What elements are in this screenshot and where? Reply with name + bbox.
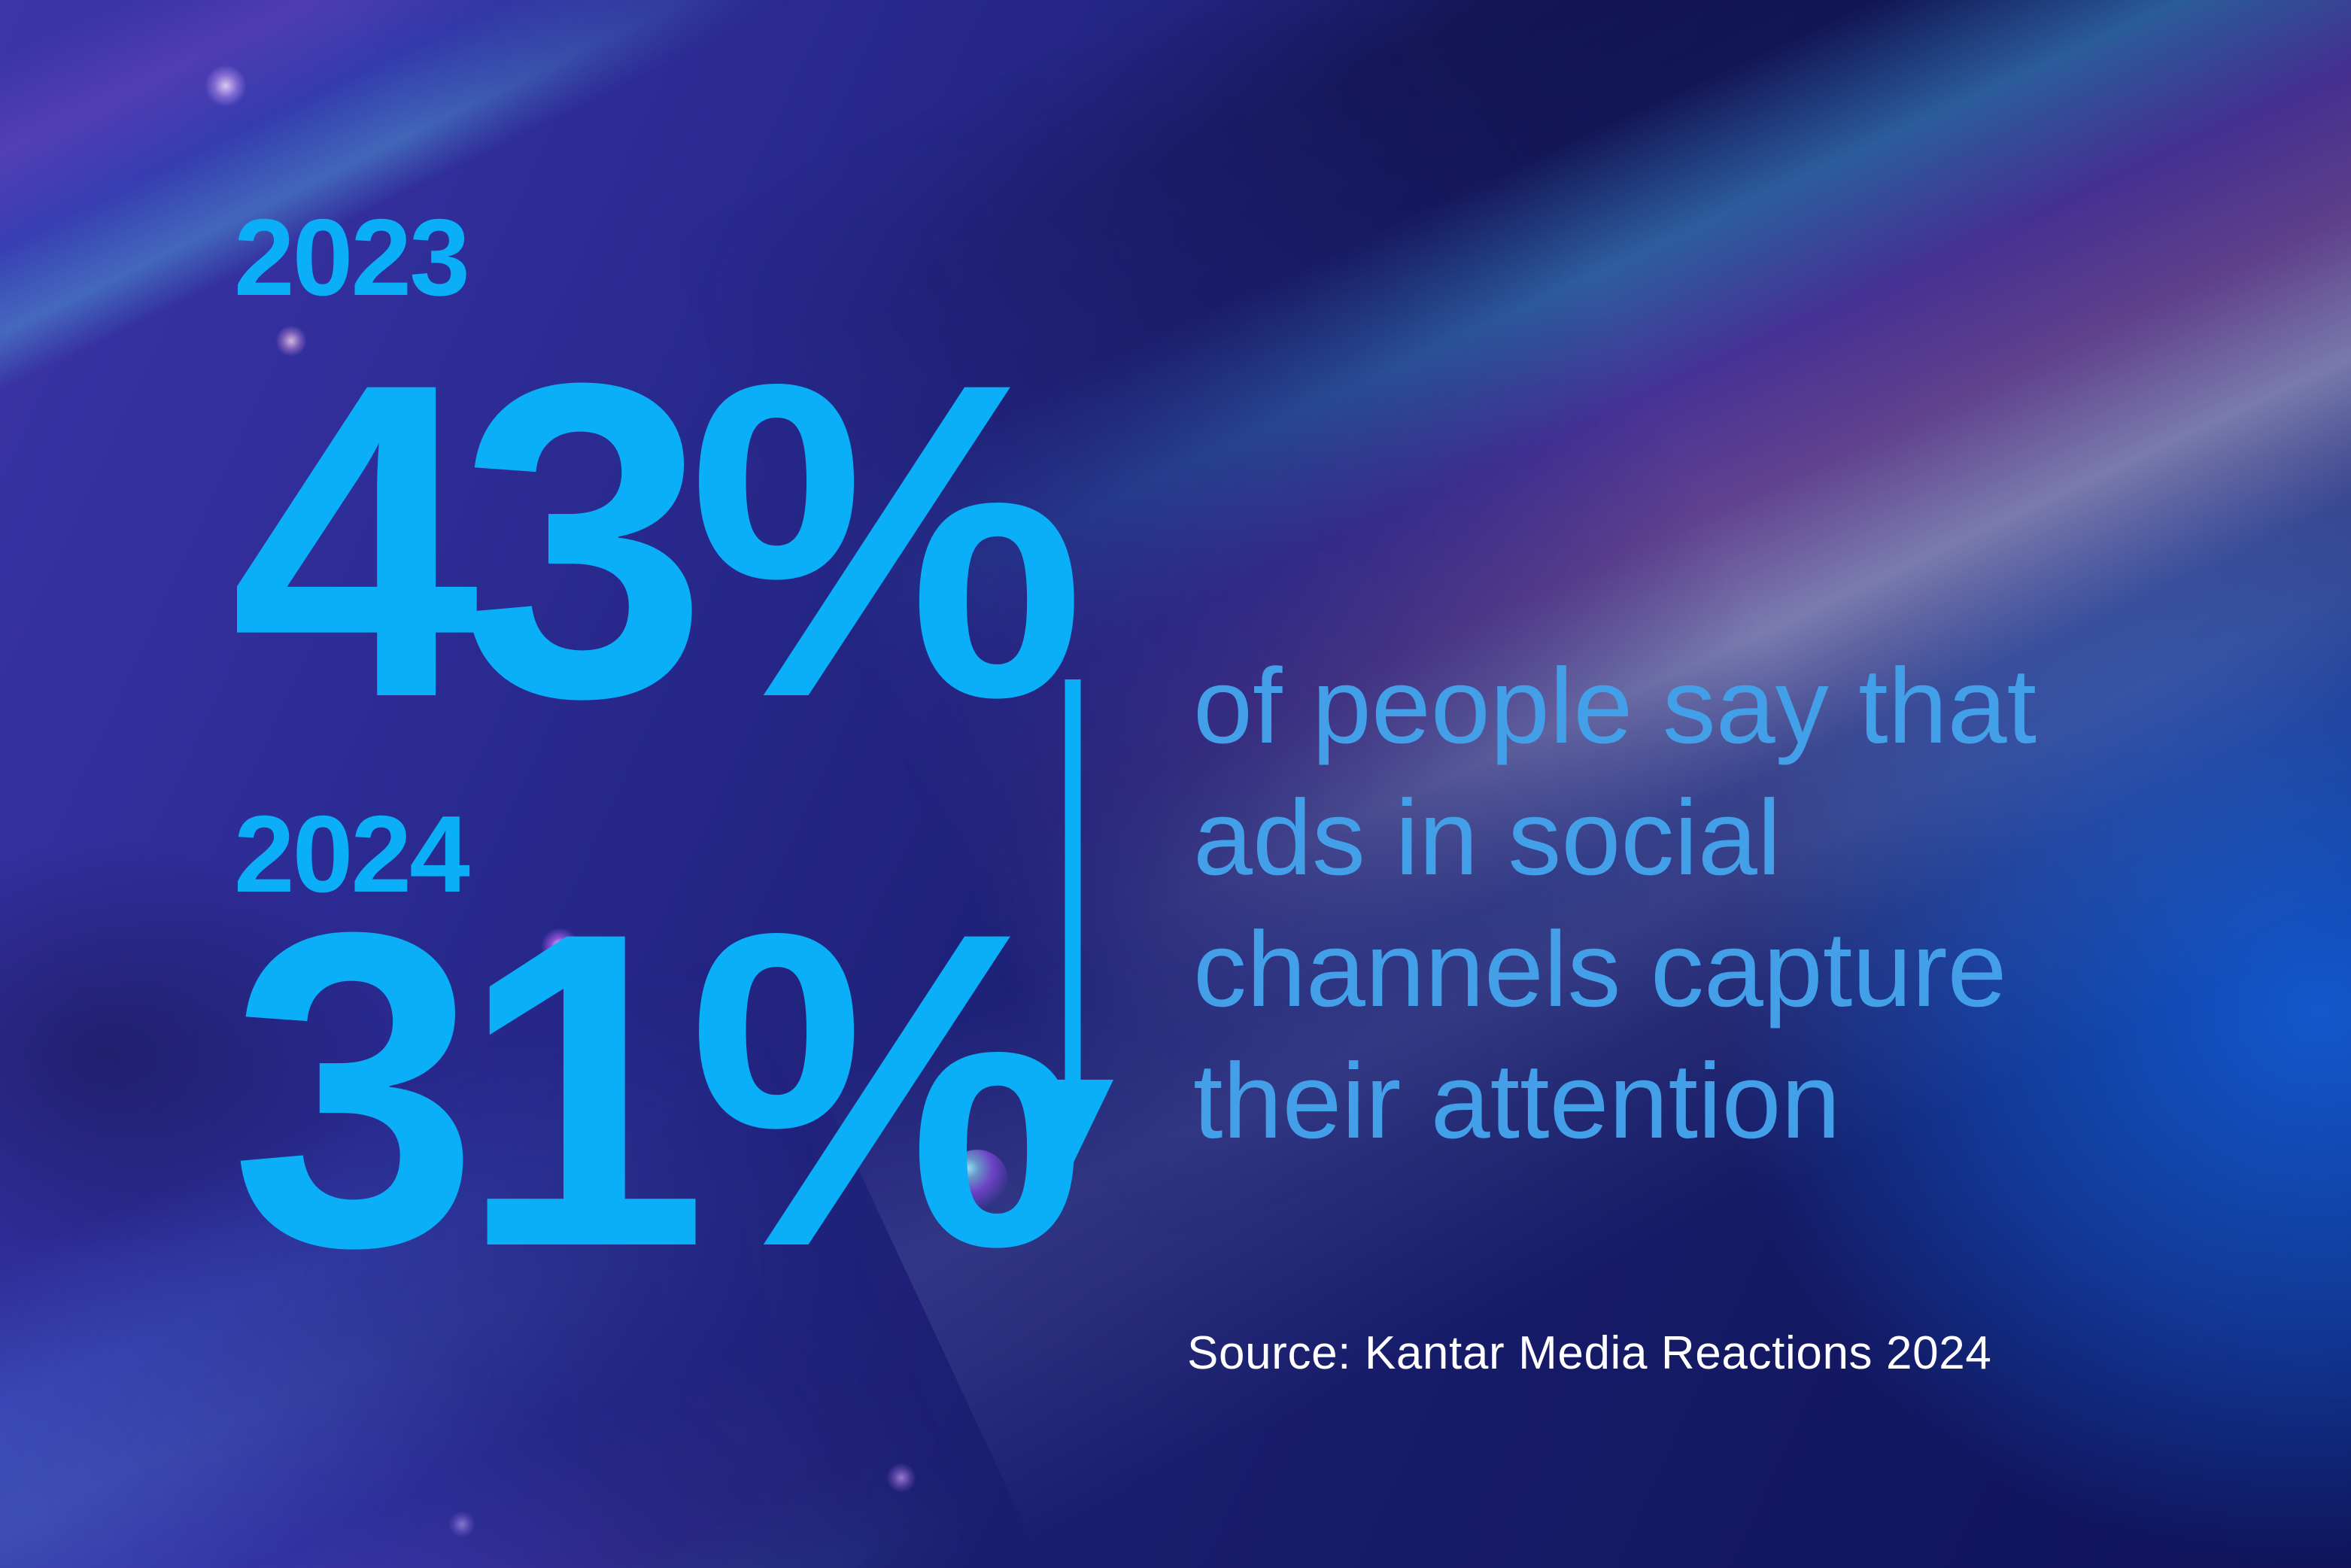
year-label-2024: 2024	[234, 793, 470, 915]
caption-line: of people say that	[1193, 646, 2037, 766]
caption-line: channels capture	[1193, 910, 2007, 1029]
source-attribution: Source: Kantar Media Reactions 2024	[1187, 1327, 1992, 1379]
down-arrow-icon	[1032, 679, 1113, 1164]
caption-line: ads in social	[1193, 778, 1781, 898]
caption-line: their attention	[1193, 1041, 1841, 1161]
caption-text: of people say that ads in social channel…	[1193, 640, 2037, 1167]
stat-value-2024: 31%	[230, 840, 1086, 1340]
stat-value-2023: 43%	[230, 290, 1086, 791]
year-label-2023: 2023	[234, 196, 470, 318]
